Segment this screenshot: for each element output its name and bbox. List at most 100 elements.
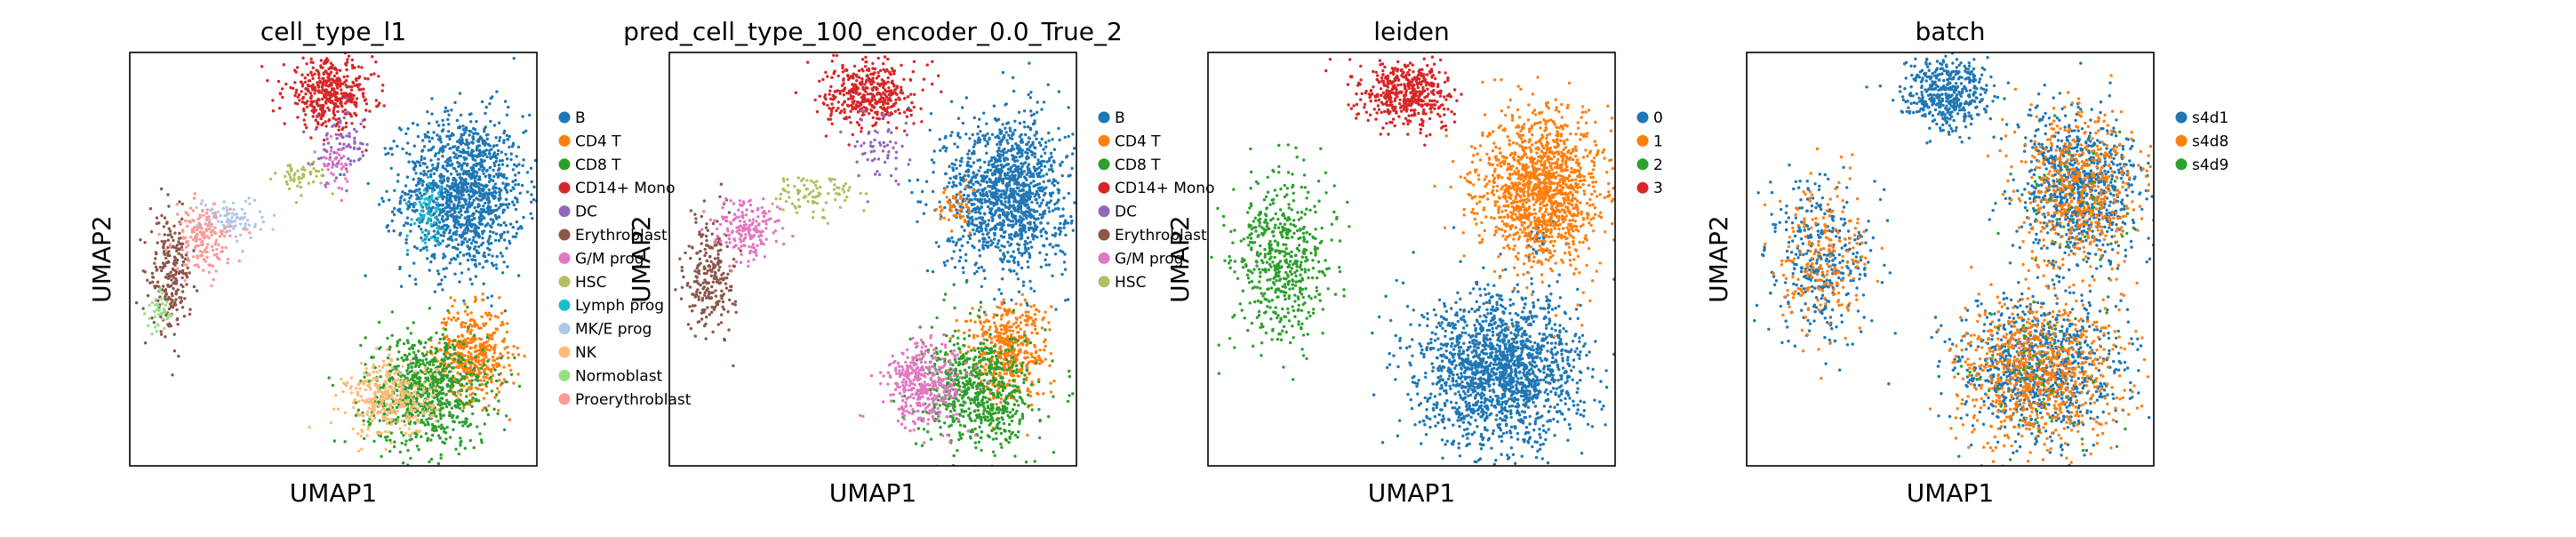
data-point	[495, 393, 499, 397]
data-point	[973, 194, 978, 197]
data-point	[306, 73, 310, 76]
data-point	[1010, 165, 1013, 169]
data-point	[510, 145, 515, 148]
data-point	[981, 232, 985, 236]
data-point	[272, 213, 276, 217]
data-point	[488, 235, 492, 238]
data-point	[324, 124, 328, 128]
data-point	[415, 376, 420, 381]
data-point	[342, 75, 346, 79]
data-point	[372, 405, 375, 409]
data-point	[365, 410, 370, 413]
data-point	[495, 90, 499, 93]
data-point	[487, 212, 491, 216]
data-point	[467, 218, 470, 221]
data-point	[309, 57, 313, 61]
data-point	[492, 332, 495, 335]
data-point	[332, 116, 335, 120]
data-point	[502, 337, 507, 341]
data-point	[289, 85, 292, 90]
data-point	[494, 263, 498, 267]
data-point	[1076, 184, 1079, 187]
data-point	[512, 381, 516, 385]
data-point	[402, 393, 405, 397]
data-point	[201, 209, 204, 213]
data-point	[314, 127, 318, 132]
data-point	[442, 413, 445, 417]
data-point	[355, 97, 359, 100]
data-point	[459, 225, 463, 229]
data-point	[504, 197, 508, 201]
data-point	[467, 203, 471, 206]
data-point	[162, 307, 165, 310]
data-point	[1023, 251, 1027, 255]
data-point	[949, 100, 954, 104]
data-point	[355, 105, 358, 108]
data-point	[503, 309, 508, 313]
data-point	[964, 259, 968, 262]
data-point	[488, 248, 492, 252]
data-point	[997, 180, 1001, 183]
data-point	[482, 254, 485, 258]
data-point	[278, 107, 282, 110]
data-point	[154, 251, 158, 254]
data-point	[498, 187, 501, 190]
data-point	[943, 263, 947, 268]
data-point	[429, 415, 433, 419]
data-point	[1016, 204, 1020, 208]
data-point	[455, 140, 460, 143]
data-point	[469, 352, 473, 356]
data-point	[497, 390, 500, 394]
data-point	[316, 84, 320, 87]
data-point	[440, 204, 444, 207]
data-point	[515, 220, 519, 224]
data-point	[450, 380, 453, 383]
data-point	[494, 204, 498, 208]
data-point	[141, 269, 146, 273]
data-point	[198, 213, 202, 217]
data-point	[477, 175, 482, 179]
data-point	[220, 220, 224, 224]
data-point	[987, 240, 990, 244]
data-point	[464, 200, 468, 204]
data-point	[364, 108, 368, 112]
data-point	[477, 399, 481, 403]
data-point	[331, 160, 334, 164]
data-point	[1052, 179, 1056, 183]
data-point	[485, 260, 489, 263]
data-point	[378, 432, 381, 436]
data-point	[503, 347, 507, 350]
data-point	[440, 321, 444, 325]
data-point	[1004, 150, 1008, 155]
data-point	[428, 372, 433, 376]
data-point	[991, 241, 995, 244]
data-point	[465, 151, 468, 155]
data-point	[466, 305, 469, 309]
data-point	[968, 236, 972, 241]
data-point	[1047, 139, 1051, 142]
data-point	[401, 461, 405, 465]
data-point	[294, 201, 299, 204]
data-point	[150, 332, 154, 336]
data-point	[502, 260, 506, 264]
data-point	[488, 152, 492, 156]
data-point	[326, 181, 331, 186]
data-point	[205, 250, 209, 254]
data-point	[378, 419, 381, 422]
data-point	[466, 424, 470, 429]
data-point	[304, 87, 308, 91]
data-point	[348, 96, 352, 100]
data-point	[1028, 61, 1031, 65]
data-point	[310, 104, 314, 108]
data-point	[463, 365, 468, 368]
data-point	[308, 172, 313, 176]
data-point	[412, 161, 417, 165]
data-point	[498, 193, 501, 197]
data-point	[201, 199, 204, 203]
data-point	[338, 153, 341, 156]
data-point	[554, 139, 556, 141]
data-point	[491, 337, 494, 341]
data-point	[173, 231, 177, 235]
data-point	[414, 282, 418, 286]
data-point	[966, 160, 970, 164]
